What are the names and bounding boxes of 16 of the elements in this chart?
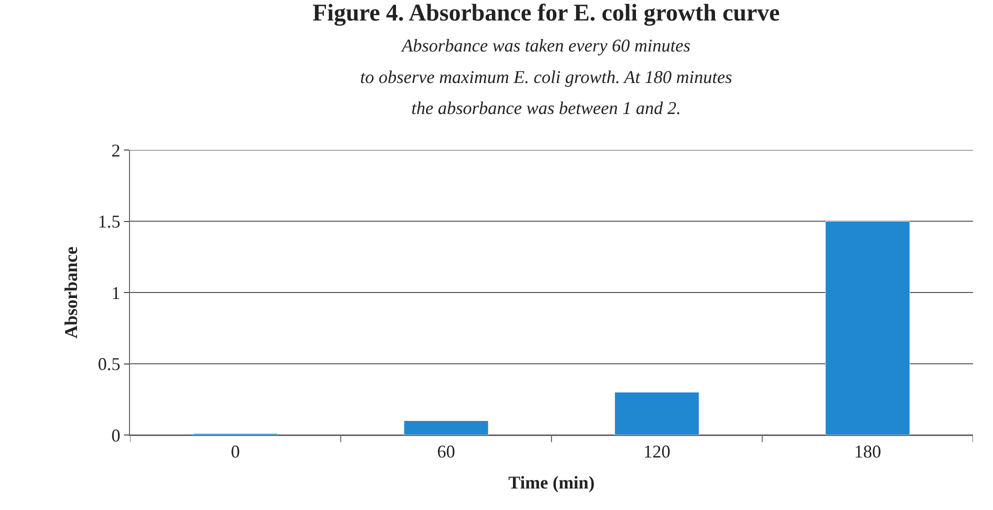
x-axis-title: Time (min) [508, 472, 595, 493]
bar [825, 221, 910, 435]
bar [404, 420, 489, 435]
y-tick-label: 1.5 [98, 212, 120, 232]
y-tick-label: 1 [111, 282, 120, 303]
chart-subtitle: Absorbance was taken every 60 minutes to observe maximum E. coli growth. At 180 minutes the absorbance was between 1 and 2. [360, 36, 732, 118]
chart-title: Figure 4. Absorbance for E. coli growth curve [312, 0, 780, 26]
y-tick-label: 0 [111, 425, 120, 446]
x-tick-label: 0 [230, 442, 240, 462]
y-tick-label: 0.5 [98, 354, 120, 374]
y-tick-label: 2 [111, 140, 120, 160]
bar [614, 392, 700, 435]
x-tick-label: 60 [437, 442, 456, 462]
y-axis-title: Absorbance [61, 246, 82, 339]
x-tick-label: 120 [643, 442, 670, 462]
x-tick-label: 180 [854, 442, 882, 462]
